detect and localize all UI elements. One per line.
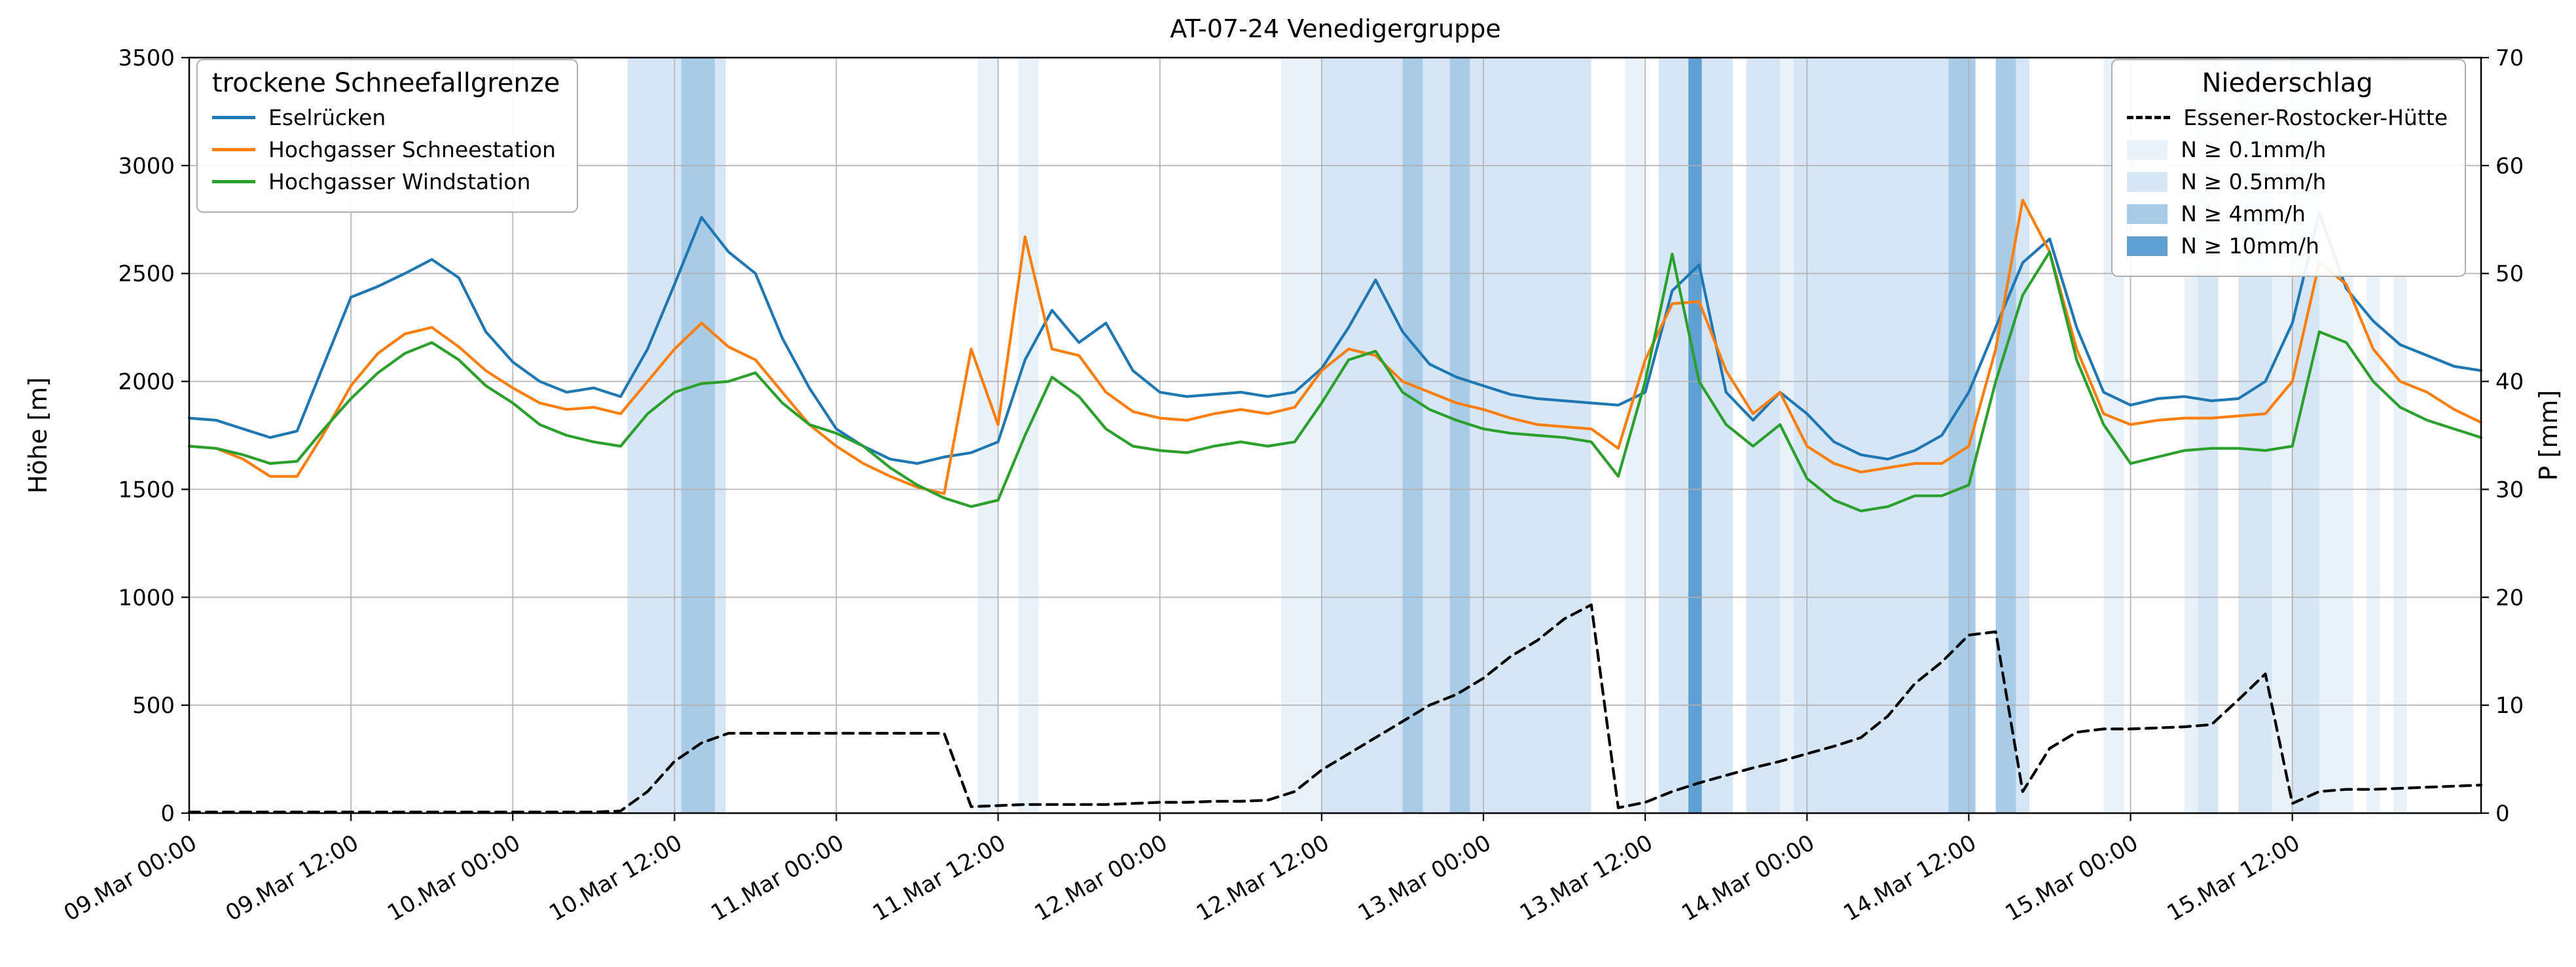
legend-patch-swatch <box>2127 139 2168 160</box>
x-tick-label: 14.Mar 12:00 <box>1839 830 1981 926</box>
series-line-2 <box>187 250 2483 513</box>
x-tick-label: 15.Mar 00:00 <box>2001 830 2143 926</box>
legend-entry: Essener-Rostocker-Hütte <box>2127 105 2448 130</box>
legend-dashed-line-swatch <box>2127 116 2171 119</box>
series-layer <box>187 198 2483 814</box>
precip-band <box>1449 58 1470 813</box>
legend-entry-label: Eselrücken <box>268 105 386 130</box>
precip-band <box>1018 58 1039 813</box>
legend-entry: N ≥ 0.5mm/h <box>2127 169 2448 194</box>
precip-band <box>1402 58 1423 813</box>
x-tick-label: 10.Mar 00:00 <box>383 830 525 926</box>
y-axis-label-left: Höhe [m] <box>24 376 52 494</box>
y-tick-label-right: 60 <box>2495 153 2524 179</box>
y-tick-label-right: 50 <box>2495 261 2524 287</box>
precip-band <box>627 58 681 813</box>
x-tick-label: 13.Mar 12:00 <box>1515 830 1658 926</box>
legend-line-swatch <box>212 116 255 119</box>
precip-band <box>1995 58 2016 813</box>
y-tick-label-right: 20 <box>2495 585 2524 611</box>
series-line-3 <box>187 603 2483 814</box>
precip-band <box>1688 58 1702 813</box>
legend-entry-label: Hochgasser Schneestation <box>268 137 556 162</box>
chart-title: AT-07-24 Venedigergruppe <box>1170 14 1501 43</box>
x-tick-label: 12.Mar 00:00 <box>1030 830 1172 926</box>
legend-entry: Eselrücken <box>212 105 560 130</box>
precip-band <box>1281 58 1322 813</box>
x-tick-label: 13.Mar 00:00 <box>1354 830 1496 926</box>
legend-patch-swatch <box>2127 236 2168 256</box>
precip-band <box>977 58 998 813</box>
y-tick-label-right: 40 <box>2495 369 2524 395</box>
legend-entry: N ≥ 4mm/h <box>2127 201 2448 227</box>
precip-band <box>1625 58 1646 813</box>
y-tick-label-left: 0 <box>160 801 175 827</box>
legend-entry-label: Hochgasser Windstation <box>268 169 531 194</box>
precip-band <box>1746 58 1781 813</box>
y-tick-label-right: 70 <box>2495 45 2524 71</box>
y-tick-label-left: 1000 <box>118 585 175 611</box>
x-tick-label: 11.Mar 00:00 <box>706 830 848 926</box>
legend-snowfall-line-items: Eselrücken Hochgasser Schneestation Hochga… <box>212 105 560 194</box>
y-tick-label-left: 3500 <box>118 45 175 71</box>
precip-band <box>1701 58 1733 813</box>
legend-precipitation-items: Essener-Rostocker-Hütte N ≥ 0.1mm/h N ≥ 0.… <box>2127 105 2448 259</box>
precip-band <box>1321 58 1403 813</box>
x-tick-label: 14.Mar 00:00 <box>1677 830 1819 926</box>
legend-patch-swatch <box>2127 172 2168 192</box>
precip-band <box>1423 58 1450 813</box>
x-tick-label: 10.Mar 12:00 <box>545 830 687 926</box>
series-line-0 <box>187 211 2483 465</box>
legend-snowfall-line: trockene Schneefallgrenze Eselrücken Hoch… <box>196 59 579 213</box>
legend-snowfall-line-title: trockene Schneefallgrenze <box>212 68 560 98</box>
legend-entry-label: Essener-Rostocker-Hütte <box>2183 105 2448 130</box>
y-tick-label-left: 500 <box>132 693 175 719</box>
plot-frame <box>188 56 2482 814</box>
legend-entry-label: N ≥ 0.5mm/h <box>2181 169 2327 194</box>
series-line-1 <box>187 198 2483 496</box>
y-tick-label-right: 0 <box>2495 801 2510 827</box>
legend-line-swatch <box>212 180 255 183</box>
precip-band <box>1658 58 1689 813</box>
y-tick-label-left: 2000 <box>118 369 175 395</box>
y-tick-label-right: 30 <box>2495 477 2524 503</box>
legend-line-swatch <box>212 148 255 151</box>
legend-entry-label: N ≥ 10mm/h <box>2181 233 2319 259</box>
x-tick-label: 12.Mar 12:00 <box>1192 830 1334 926</box>
y-tick-label-left: 2500 <box>118 261 175 287</box>
x-tick-label: 09.Mar 12:00 <box>221 830 363 926</box>
legend-precipitation: Niederschlag Essener-Rostocker-Hütte N ≥ … <box>2111 59 2466 277</box>
precip-band <box>1793 58 1949 813</box>
legend-entry-label: N ≥ 4mm/h <box>2181 201 2306 227</box>
precip-band <box>2016 58 2030 813</box>
precip-band <box>681 58 716 813</box>
legend-entry: Hochgasser Schneestation <box>212 137 560 162</box>
x-tick-label: 15.Mar 12:00 <box>2163 830 2305 926</box>
x-tick-label: 09.Mar 00:00 <box>60 830 202 926</box>
legend-entry-label: N ≥ 0.1mm/h <box>2181 137 2327 162</box>
legend-entry: N ≥ 10mm/h <box>2127 233 2448 259</box>
x-tick-label: 11.Mar 12:00 <box>869 830 1011 926</box>
y-axis-label-right: P [mm] <box>2534 390 2563 481</box>
precip-band <box>715 58 726 813</box>
legend-entry: N ≥ 0.1mm/h <box>2127 137 2448 162</box>
legend-precipitation-title: Niederschlag <box>2202 68 2373 98</box>
y-tick-label-left: 3000 <box>118 153 175 179</box>
y-tick-label-left: 1500 <box>118 477 175 503</box>
legend-entry: Hochgasser Windstation <box>212 169 560 194</box>
legend-patch-swatch <box>2127 204 2168 224</box>
y-tick-label-right: 10 <box>2495 693 2524 719</box>
